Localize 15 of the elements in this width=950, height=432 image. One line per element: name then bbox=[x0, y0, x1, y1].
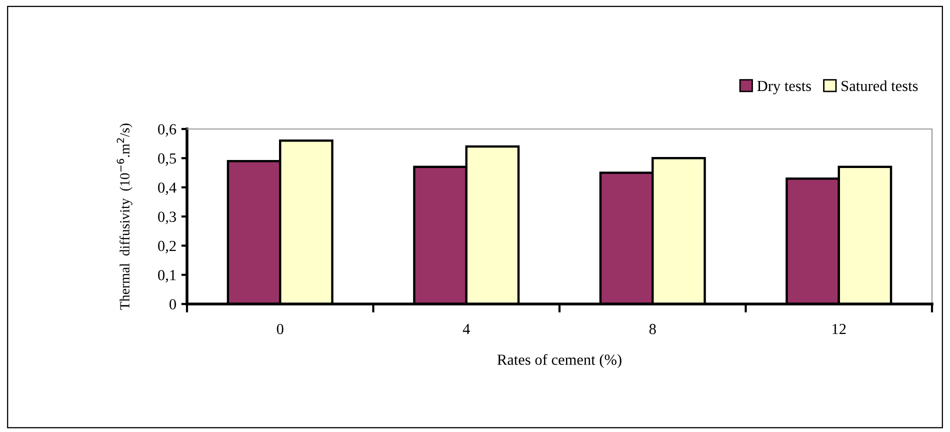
legend-label: Satured tests bbox=[842, 80, 918, 92]
y-tick-label: 0 bbox=[170, 299, 176, 310]
y-axis-title: Thermal diffusivity (10$^{−6}$.m$^{2}$/s) bbox=[116, 124, 132, 310]
y-tick-label: 0,4 bbox=[158, 182, 176, 195]
y-tick-label: 0,3 bbox=[158, 212, 176, 224]
y-tick-label: 0,2 bbox=[158, 240, 176, 254]
legend-label: Dry tests bbox=[757, 80, 812, 94]
x-tick-label: 4 bbox=[462, 324, 470, 334]
x-tick-label: 12 bbox=[832, 324, 846, 334]
x-axis-title: Rates of cement (%) bbox=[497, 354, 622, 368]
x-tick-label: 8 bbox=[649, 324, 656, 334]
y-tick-label: 0,5 bbox=[158, 153, 176, 166]
x-tick-label: 0 bbox=[276, 324, 284, 334]
y-tick-label: 0,6 bbox=[158, 124, 176, 137]
y-tick-label: 0,1 bbox=[158, 270, 176, 282]
